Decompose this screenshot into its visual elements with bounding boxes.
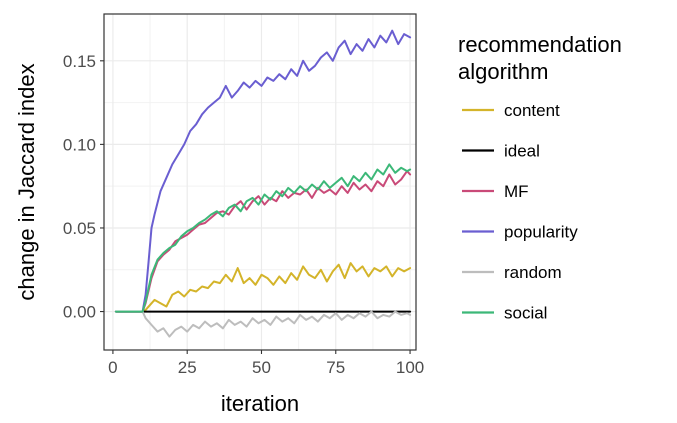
series-line-random <box>114 310 412 338</box>
axes: 0 25 50 75 100 0.00 0.05 0.10 0.15 <box>63 52 424 377</box>
series-line-social <box>114 163 412 313</box>
y-tick-label: 0.10 <box>63 135 96 154</box>
legend-label-social: social <box>504 304 547 323</box>
x-tick-label: 75 <box>326 358 345 377</box>
panel-border <box>103 13 417 351</box>
legend-title-line-2: algorithm <box>458 59 548 84</box>
y-tick-label: 0.05 <box>63 219 96 238</box>
x-tick-label: 25 <box>178 358 197 377</box>
legend-title-line-1: recommendation <box>458 32 622 57</box>
legend-label-mf: MF <box>504 182 529 201</box>
y-tick-label: 0.00 <box>63 303 96 322</box>
legend-label-ideal: ideal <box>504 142 540 161</box>
legend-label-popularity: popularity <box>504 223 578 242</box>
series-line-popularity <box>114 29 412 313</box>
x-tick-label: 100 <box>396 358 424 377</box>
legend-label-random: random <box>504 263 562 282</box>
legend: recommendation algorithm content ideal MF p… <box>458 32 622 323</box>
series-line-content <box>114 262 412 313</box>
plot-panel <box>103 13 417 351</box>
y-axis-title: change in Jaccard index <box>14 63 39 300</box>
x-tick-label: 50 <box>252 358 271 377</box>
x-axis-title: iteration <box>221 391 299 416</box>
legend-label-content: content <box>504 101 560 120</box>
panel-background <box>104 14 416 350</box>
y-tick-label: 0.15 <box>63 52 96 71</box>
x-tick-label: 0 <box>108 358 117 377</box>
